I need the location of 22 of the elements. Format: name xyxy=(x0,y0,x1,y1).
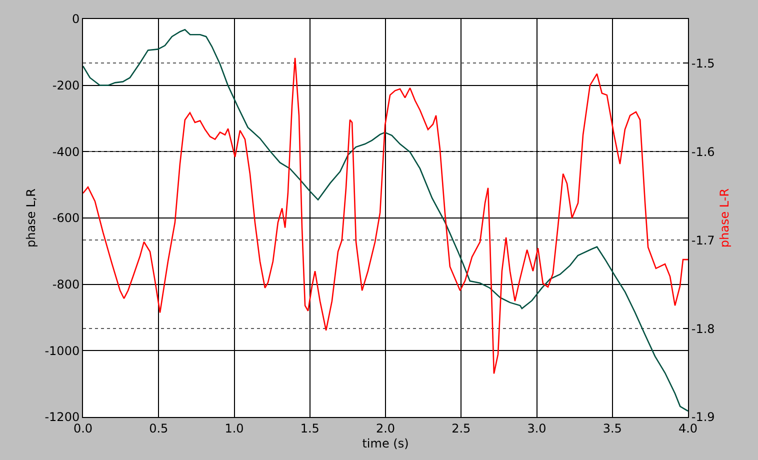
x-tick-label: 2.0 xyxy=(376,421,396,436)
y-tick-label: -600 xyxy=(52,211,80,226)
x-tick-label: 2.5 xyxy=(452,421,471,436)
x-tick-label: 3.0 xyxy=(527,421,546,436)
x-tick-label: 0.5 xyxy=(149,421,168,436)
y-axis-title: phase L,R xyxy=(24,188,38,248)
y-tick-label: 0 xyxy=(72,12,80,26)
y-tick-label: -400 xyxy=(52,144,80,159)
y-tick-label: -800 xyxy=(52,278,80,292)
x-tick-label: 1.0 xyxy=(224,421,244,436)
x-tick-label: 3.5 xyxy=(602,421,622,436)
y2-tick-label: -1.5 xyxy=(691,56,715,70)
x-axis-title: time (s) xyxy=(362,436,409,450)
line-series xyxy=(83,57,688,374)
y2-tick-label: -1.7 xyxy=(691,233,715,248)
line-series xyxy=(83,28,688,412)
y2-tick-label: -1.6 xyxy=(691,144,715,159)
y-tick-label: -1000 xyxy=(44,344,80,358)
y-tick-label: -200 xyxy=(52,78,80,93)
y2-tick-label: -1.8 xyxy=(691,322,715,336)
y2-axis-title: phase L-R xyxy=(718,188,732,248)
x-tick-label: 1.5 xyxy=(300,421,320,436)
